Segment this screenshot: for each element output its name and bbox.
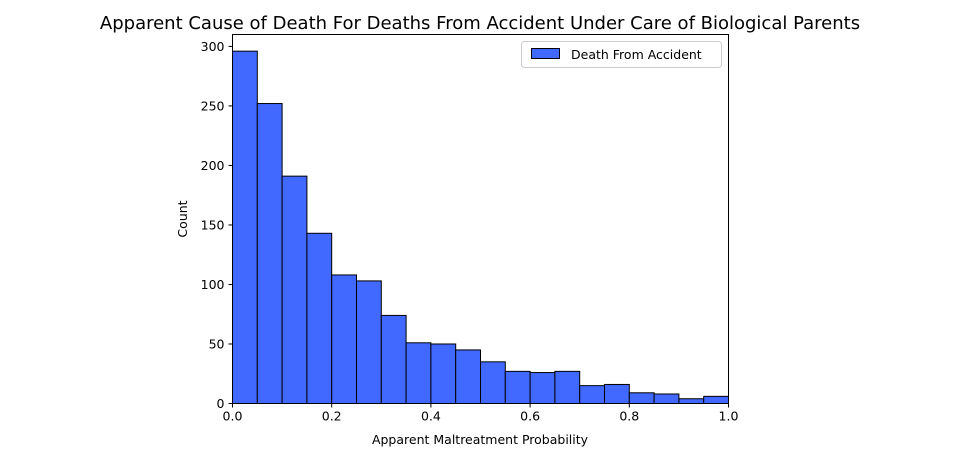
x-tick-label: 0.6: [520, 409, 540, 424]
histogram-bar: [331, 274, 358, 404]
plot-area-frame: [232, 34, 729, 404]
x-tick-label: 0.4: [421, 409, 441, 424]
legend-label: Death From Accident: [571, 47, 702, 62]
y-axis-label: Count: [175, 200, 190, 237]
histogram-bar: [628, 392, 655, 405]
histogram-bar: [554, 370, 581, 405]
histogram-bar: [405, 342, 432, 404]
histogram-bar: [455, 349, 482, 405]
histogram-bar: [430, 343, 457, 404]
histogram-bar: [281, 175, 308, 404]
bars-group: [232, 50, 730, 405]
legend-box: [521, 41, 722, 68]
y-tick-label: 0: [217, 396, 225, 411]
histogram-bar: [579, 385, 606, 405]
histogram-bar: [480, 361, 506, 405]
y-tick-label: 150: [201, 217, 225, 232]
y-axis-ticks: 0 50 100 150 200 250 300: [201, 39, 233, 411]
histogram-bar: [504, 370, 531, 405]
y-tick-label: 300: [201, 39, 225, 54]
x-tick-label: 0.0: [223, 409, 243, 424]
histogram-bar: [604, 383, 630, 404]
y-tick-label: 50: [209, 336, 225, 351]
histogram-bar: [678, 398, 705, 404]
histogram-bar: [356, 280, 382, 404]
legend-swatch: [531, 48, 560, 59]
x-axis-ticks: 0.0 0.2 0.4 0.6 0.8 1.0: [223, 403, 739, 424]
x-tick-label: 1.0: [719, 409, 739, 424]
y-tick-label: 100: [201, 277, 225, 292]
histogram-bar: [256, 103, 283, 405]
y-tick-label: 200: [201, 158, 225, 173]
x-tick-label: 0.8: [619, 409, 639, 424]
histogram-bar: [703, 395, 730, 404]
histogram-bar: [232, 50, 258, 404]
x-tick-label: 0.2: [322, 409, 342, 424]
chart-title: Apparent Cause of Death For Deaths From …: [100, 13, 860, 34]
histogram-bar: [529, 372, 556, 404]
y-tick-label: 250: [201, 98, 225, 113]
histogram-bar: [653, 393, 680, 404]
x-axis-label: Apparent Maltreatment Probability: [372, 432, 589, 447]
histogram-bar: [306, 232, 333, 404]
histogram-bar: [380, 314, 407, 405]
legend: Death From Accident: [521, 41, 722, 68]
